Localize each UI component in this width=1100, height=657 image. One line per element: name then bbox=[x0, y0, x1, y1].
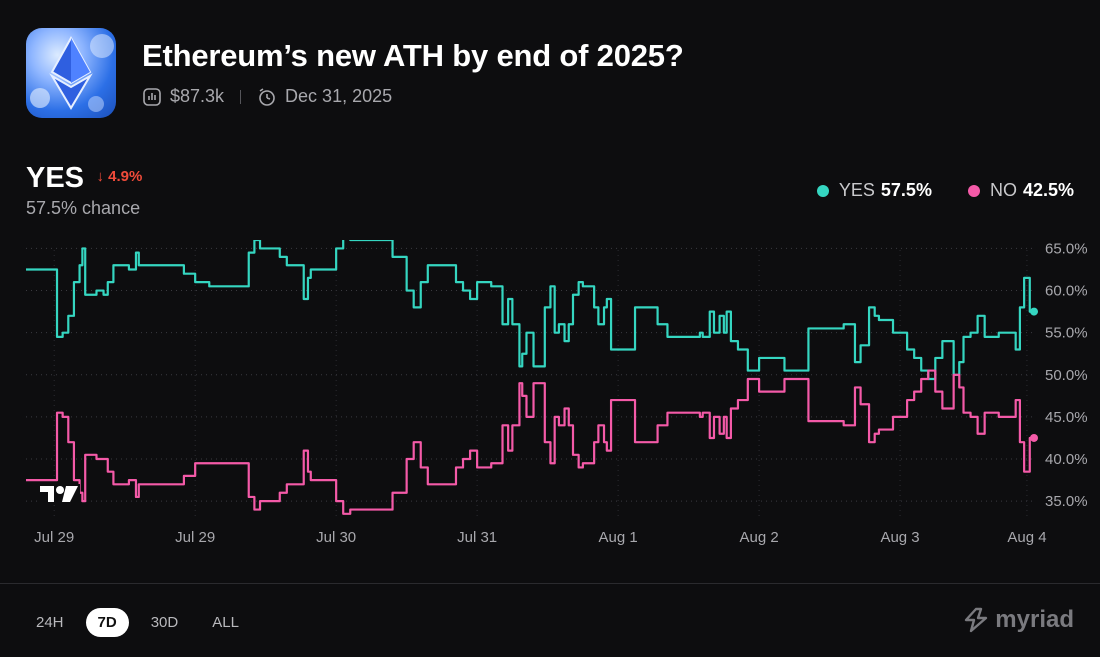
legend-item-no[interactable]: NO 42.5% bbox=[967, 180, 1074, 201]
tab-24h[interactable]: 24H bbox=[36, 614, 64, 631]
market-header: Ethereum’s new ATH by end of 2025? $87.3… bbox=[26, 28, 1076, 120]
legend-dot-yes bbox=[816, 184, 829, 197]
outcome-chance: 57.5% chance bbox=[26, 198, 141, 218]
clock-icon bbox=[257, 87, 277, 107]
y-tick-label: 65.0% bbox=[1045, 240, 1088, 257]
legend-dot-no bbox=[967, 184, 980, 197]
x-tick-label: Aug 3 bbox=[880, 529, 919, 546]
market-meta: $87.3k Dec 31, 2025 bbox=[142, 86, 392, 107]
tab-all[interactable]: ALL bbox=[212, 614, 239, 631]
y-tick-label: 60.0% bbox=[1045, 283, 1088, 300]
tab-30d[interactable]: 30D bbox=[150, 614, 179, 631]
legend-value-no: 42.5% bbox=[1022, 180, 1074, 200]
y-tick-label: 45.0% bbox=[1045, 409, 1088, 426]
legend-item-yes[interactable]: YES 57.5% bbox=[816, 180, 932, 201]
ethereum-logo-icon bbox=[26, 28, 116, 118]
chart-legend: YES 57.5% NO 42.5% bbox=[781, 180, 1074, 201]
tradingview-watermark-icon bbox=[38, 484, 80, 504]
series-line-yes bbox=[26, 240, 1034, 381]
y-tick-label: 40.0% bbox=[1045, 451, 1088, 468]
series-layer bbox=[26, 240, 1038, 515]
axis-layer: 35.0% 40.0% 45.0% 50.0% 55.0% 60.0% 65.0% Jul 2… bbox=[34, 240, 1087, 546]
grid-layer bbox=[26, 247, 1034, 518]
volume-chart-icon bbox=[142, 87, 162, 107]
outcome-header: YES ↓ 4.9% bbox=[26, 162, 142, 195]
outcome-change: ↓ 4.9% bbox=[96, 168, 143, 185]
x-tick-label: Aug 2 bbox=[739, 529, 778, 546]
myriad-logo-icon bbox=[965, 607, 988, 633]
footer-divider bbox=[0, 583, 1100, 584]
y-tick-label: 35.0% bbox=[1045, 493, 1088, 510]
tab-7d[interactable]: 7D bbox=[85, 608, 129, 637]
legend-name-yes: YES bbox=[838, 180, 875, 200]
series-endpoint-yes bbox=[1030, 307, 1038, 316]
x-tick-label: Aug 1 bbox=[599, 529, 638, 546]
market-end-date: Dec 31, 2025 bbox=[285, 86, 393, 106]
legend-name-no: NO bbox=[989, 180, 1017, 200]
x-tick-label: Aug 4 bbox=[1007, 529, 1046, 546]
y-tick-label: 50.0% bbox=[1045, 367, 1088, 384]
legend-value-yes: 57.5% bbox=[880, 180, 932, 200]
x-tick-label: Jul 30 bbox=[316, 529, 356, 546]
series-line-no bbox=[26, 369, 1034, 515]
outcome-label: YES bbox=[26, 162, 85, 194]
brand-name: myriad bbox=[995, 606, 1074, 633]
probability-chart[interactable]: 35.0% 40.0% 45.0% 50.0% 55.0% 60.0% 65.0% Jul 2… bbox=[0, 240, 1100, 560]
series-endpoint-no bbox=[1030, 433, 1038, 442]
market-title: Ethereum’s new ATH by end of 2025? bbox=[142, 38, 684, 73]
market-volume: $87.3k bbox=[170, 86, 225, 106]
x-tick-label: Jul 31 bbox=[457, 529, 497, 546]
y-tick-label: 55.0% bbox=[1045, 325, 1088, 342]
meta-divider bbox=[240, 89, 242, 104]
x-tick-label: Jul 29 bbox=[175, 529, 215, 546]
timeframe-tabs: 24H 7D 30D ALL bbox=[24, 608, 261, 637]
brand: myriad bbox=[963, 606, 1074, 634]
x-tick-label: Jul 29 bbox=[34, 529, 74, 546]
